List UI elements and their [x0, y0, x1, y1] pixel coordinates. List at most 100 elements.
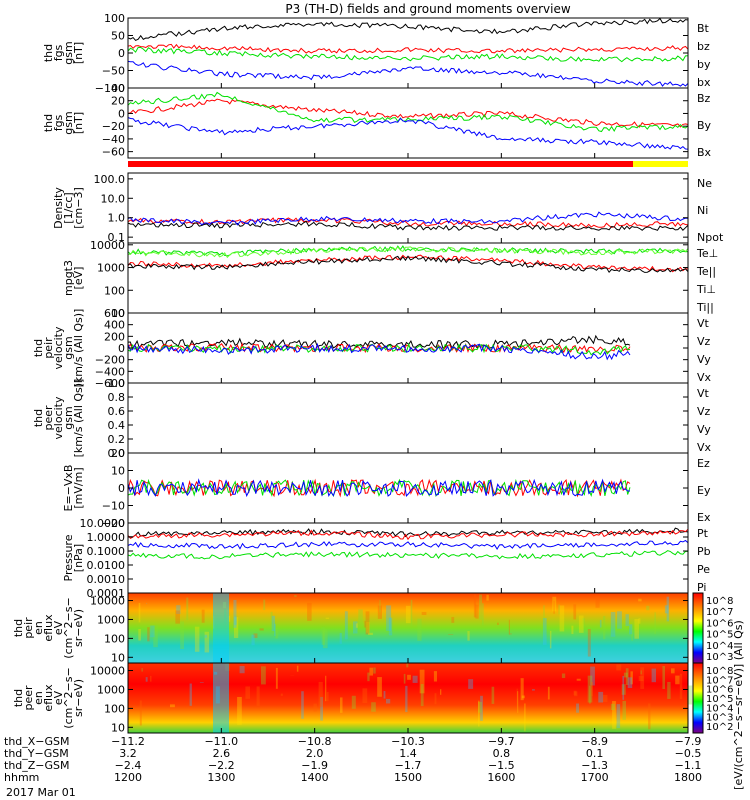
spectrogram-streak: [204, 634, 208, 638]
legend-Pt: Pt: [697, 527, 709, 540]
y-tick-label: 10: [111, 307, 125, 320]
legend-Vz: Vz: [697, 405, 711, 418]
spectrogram-streak: [610, 612, 616, 637]
spectrogram-streak: [602, 694, 608, 702]
spectrogram-streak: [365, 611, 370, 635]
y-tick-label: 0.0010: [87, 573, 126, 586]
spectrogram-streak: [589, 685, 591, 704]
panel-frame: [127, 382, 689, 454]
spectrogram-streak: [651, 668, 656, 683]
spectrogram-streak: [576, 703, 579, 713]
y-tick-label: 10: [111, 721, 125, 734]
spectrogram-streak: [440, 689, 442, 695]
y-tick-label: 1.0000: [87, 531, 126, 544]
spectrogram-streak: [141, 668, 143, 672]
legend-Te||: Te||: [696, 265, 716, 278]
y-label-line: [km/s (All Qs)]: [72, 379, 85, 458]
trace-Ni: [127, 220, 689, 231]
colorbar-tick-label: 10^4: [706, 703, 733, 714]
spectrogram-streak: [201, 609, 205, 623]
spectrogram-streak: [180, 621, 184, 649]
spectrogram-streak: [638, 598, 642, 602]
y-tick-label: 0.0100: [87, 559, 126, 572]
spectrogram-streak: [547, 686, 550, 700]
spectrogram-streak: [516, 688, 518, 713]
spectrogram-streak: [679, 673, 683, 700]
spectrogram-streak: [532, 689, 535, 691]
y-tick-label: 0.1000: [87, 545, 126, 558]
spectrogram-streak: [237, 696, 242, 725]
spectrogram-streak: [421, 611, 427, 615]
y-tick-label: 100: [104, 702, 125, 715]
spectrogram-streak: [147, 627, 150, 642]
spectrogram-streak: [481, 603, 484, 626]
spectrogram-streak: [313, 703, 317, 712]
x-row-value: 1200: [114, 771, 142, 784]
spectrogram-streak: [362, 688, 368, 704]
y-tick-label: −100: [95, 82, 125, 95]
y-tick-label: −60: [102, 146, 125, 159]
spectrogram-streak: [473, 594, 477, 618]
legend-Bt: Bt: [697, 22, 710, 35]
y-tick-label: 0.0: [108, 447, 126, 460]
x-row-value: −2.4: [115, 759, 142, 772]
spectrogram-streak: [368, 632, 373, 635]
y-label-line: [cm−3]: [72, 187, 85, 229]
spectrogram-streak: [587, 675, 593, 703]
colorbar-tick-label: 10^6: [706, 685, 733, 696]
spectrogram-streak: [344, 611, 348, 640]
spectrogram-streak: [559, 605, 565, 632]
spectrogram-streak: [598, 691, 604, 703]
y-label-line: thd: [32, 409, 45, 427]
x-row-value: 2.0: [306, 747, 324, 760]
y-tick-label: 0.4: [108, 419, 126, 432]
legend-Vy: Vy: [697, 353, 711, 366]
trace-Ex: [127, 478, 630, 498]
spectrogram-streak: [325, 617, 330, 619]
spectrogram-streak: [625, 668, 629, 685]
panel-peer-spectrogram: 10000 1000 100 10 thdpeerenefluxeV(cm^2−s−sr…: [12, 662, 693, 734]
spectrogram-streak: [139, 700, 142, 726]
trace-Bt: [127, 17, 689, 42]
spectrogram-streak: [448, 634, 454, 635]
panel-pressure: 10.00001.00000.10000.01000.00100.0001Pre…: [62, 517, 711, 600]
spectrogram-streak: [622, 675, 625, 700]
spectrogram-streak: [228, 615, 231, 622]
spectrogram-streak: [377, 677, 382, 697]
spectrogram-streak: [630, 671, 633, 685]
y-tick-label: 0.1: [108, 231, 126, 244]
x-row-value: −1.3: [581, 759, 608, 772]
y-tick-label: 1.0: [108, 377, 126, 390]
spectrogram-streak: [239, 666, 245, 674]
y-label-line: (cm^2−s−: [62, 667, 75, 728]
y-tick-label: 600: [104, 307, 125, 320]
y-tick-label: 1000: [97, 683, 125, 696]
y-label-line: Density: [52, 187, 65, 229]
panel-peer-velocity: 1.00.80.60.40.20.0 thdpeervelocitygsm[km/…: [32, 377, 712, 460]
spectrogram-streak: [379, 599, 381, 613]
y-label-line: gsm: [62, 406, 75, 429]
spectrogram-streak: [355, 623, 358, 628]
x-row-value: 1800: [674, 771, 702, 784]
spectrogram-streak: [590, 666, 595, 686]
y-label-line: velocity: [52, 326, 65, 369]
y-axis-label: Density[1/cc][cm−3]: [52, 187, 85, 229]
y-tick-label: 1.0: [108, 212, 126, 225]
spectrogram-streak: [175, 610, 180, 624]
y-label-line: (cm^2−s−: [62, 597, 75, 658]
x-row-value: −2.2: [208, 759, 235, 772]
y-tick-label: 0: [118, 482, 125, 495]
y-label-line: thd: [42, 44, 55, 62]
y-label-line: [km/s (All Qs)]: [72, 309, 85, 388]
spectrogram-streak: [326, 692, 329, 702]
x-row-label: hhmm: [4, 771, 39, 784]
x-row-value: 1600: [487, 771, 515, 784]
spectrogram-streak: [351, 695, 356, 709]
legend-Vx: Vx: [697, 371, 712, 384]
status-bar-red: [128, 161, 633, 167]
panels: 100500−50−100thdfgsgsm[nT]Btbzbybx40200−…: [12, 12, 745, 790]
trace-bz: [127, 43, 689, 54]
spectrogram-streak: [687, 685, 693, 705]
